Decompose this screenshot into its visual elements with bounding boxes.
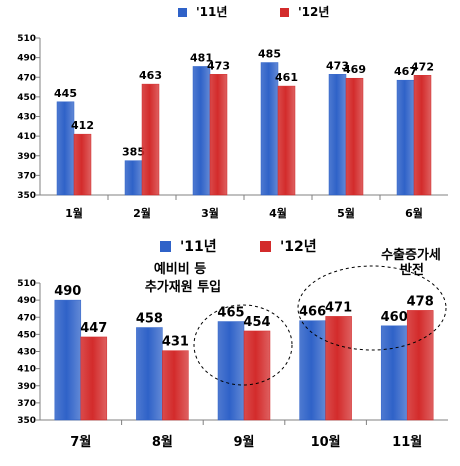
x-tick-label: 1월: [65, 206, 83, 220]
data-label: 467: [394, 65, 417, 78]
x-tick-label: 11월: [392, 434, 422, 450]
bar-y2012: [209, 74, 228, 196]
y-tick-label: 390: [17, 152, 36, 162]
x-tick-label: 8월: [152, 434, 173, 450]
annotation-text: 수출증가세: [381, 247, 441, 263]
chart-1: 350 370 390 410 430 450 470 490 510 1월 445 412 2월 385…: [17, 5, 448, 220]
y-tick-label: 370: [17, 171, 36, 181]
bar-y2011: [54, 299, 82, 421]
legend-label: '11년: [196, 5, 227, 19]
data-label: 469: [343, 63, 366, 76]
bar-y2012: [325, 316, 352, 421]
data-label: 490: [54, 284, 81, 299]
y-tick-label: 490: [17, 54, 36, 64]
bar-y2012: [141, 83, 160, 196]
y-tick-label: 450: [17, 330, 36, 340]
data-label: 461: [275, 71, 298, 84]
data-label: 465: [217, 306, 244, 321]
data-label: 478: [407, 294, 434, 309]
legend-swatch: [280, 8, 289, 17]
y-tick-label: 430: [17, 348, 36, 358]
y-tick-label: 350: [17, 416, 36, 426]
x-tick-label: 6월: [405, 206, 423, 220]
bar-y2011: [136, 327, 163, 421]
bar-y2011: [56, 101, 75, 196]
annotation-text: 추가재원 투입: [145, 279, 221, 295]
data-label: 458: [136, 312, 163, 327]
data-label: 445: [54, 87, 77, 100]
y-tick-label: 470: [17, 313, 36, 323]
legend-label: '12년: [280, 239, 317, 255]
x-tick-label: 3월: [201, 206, 219, 220]
data-label: 481: [190, 51, 213, 64]
bar-y2011: [192, 66, 211, 196]
data-label: 454: [243, 315, 270, 330]
bar-y2012: [277, 85, 296, 196]
bar-y2012: [73, 133, 92, 196]
data-label: 463: [139, 69, 162, 82]
bar-y2012: [345, 77, 364, 196]
data-label: 472: [411, 60, 434, 73]
data-label: 473: [207, 59, 230, 72]
x-tick-label: 9월: [233, 434, 254, 450]
legend-swatch: [260, 241, 271, 252]
annotation-text: 반전: [400, 262, 424, 278]
data-label: 460: [381, 310, 408, 325]
bar-y2011: [380, 325, 408, 421]
bar-y2012: [406, 310, 434, 421]
legend-label: '12년: [298, 5, 329, 19]
data-label: 447: [80, 321, 107, 336]
bar-y2011: [217, 321, 245, 421]
annotation-ellipse: [193, 304, 293, 386]
data-label: 431: [162, 335, 189, 350]
y-tick-label: 410: [17, 365, 36, 375]
bar-y2011: [299, 320, 326, 421]
bar-y2011: [328, 74, 347, 196]
bar-y2012: [243, 330, 271, 421]
x-tick-label: 5월: [337, 206, 355, 220]
annotation-text: 예비비 등: [154, 261, 206, 277]
bar-y2012: [413, 75, 432, 196]
y-tick-label: 370: [17, 399, 36, 409]
y-tick-label: 510: [17, 279, 36, 289]
x-tick-label: 2월: [133, 206, 151, 220]
data-label: 485: [258, 48, 281, 61]
y-tick-label: 350: [17, 191, 36, 201]
y-tick-label: 490: [17, 296, 36, 306]
legend-swatch: [160, 241, 171, 252]
y-tick-label: 390: [17, 382, 36, 392]
data-label: 466: [299, 305, 326, 320]
x-tick-label: 4월: [269, 206, 287, 220]
bar-y2012: [80, 336, 108, 421]
y-tick-label: 410: [17, 132, 36, 142]
annotation-ellipse: [297, 265, 447, 351]
y-tick-label: 430: [17, 113, 36, 123]
data-label: 412: [71, 119, 94, 132]
data-label: 471: [325, 300, 352, 315]
x-tick-label: 10월: [311, 434, 341, 450]
data-label: 385: [122, 146, 145, 159]
chart-2: 350 370 390 410 430 450 470 490 510 7월 490 447 8월 458…: [17, 239, 448, 450]
legend-label: '11년: [180, 239, 217, 255]
bar-y2011: [124, 160, 143, 196]
y-tick-label: 450: [17, 93, 36, 103]
x-tick-label: 7월: [70, 434, 91, 450]
bar-y2012: [162, 350, 189, 421]
y-tick-label: 510: [17, 34, 36, 44]
data-label: 473: [326, 59, 349, 72]
bar-y2011: [396, 79, 415, 196]
y-tick-label: 470: [17, 73, 36, 83]
legend-swatch: [178, 8, 187, 17]
